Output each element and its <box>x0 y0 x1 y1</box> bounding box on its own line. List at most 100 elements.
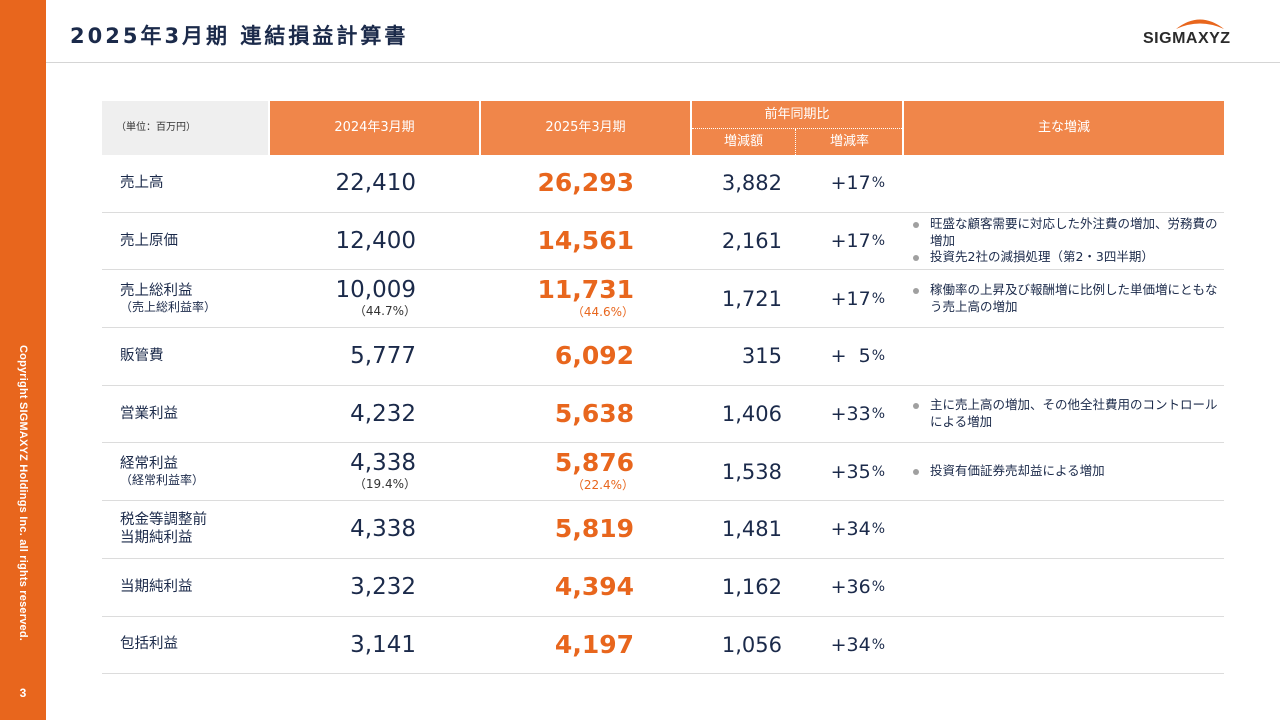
value-fy2024-amount: 4,338 <box>350 516 416 543</box>
value-fy2024: 5,777 <box>270 328 416 385</box>
value-fy2025-amount: 5,638 <box>554 398 634 428</box>
yoy-rate: +35% <box>802 443 885 500</box>
value-fy2024-amount: 22,410 <box>335 170 416 197</box>
table-row: 売上原価 12,400 14,561 2,161 +17% 旺盛な顧客需要に対応した外注費… <box>102 213 1224 271</box>
row-label-main: 売上総利益 <box>120 282 193 299</box>
value-fy2025: 26,293 <box>481 155 634 212</box>
value-fy2025-amount: 4,197 <box>554 629 634 659</box>
value-fy2025: 14,561 <box>481 213 634 270</box>
value-fy2025: 5,876 （22.4%） <box>481 443 634 500</box>
yoy-diff: 315 <box>741 344 782 369</box>
note-bullet: 旺盛な顧客需要に対応した外注費の増加、労務費の増加 <box>910 216 1224 250</box>
row-label-sub: （経常利益率） <box>120 473 205 488</box>
table-row: 経常利益 （経常利益率） 4,338 （19.4%） 5,876 （22.4%） 1,538… <box>102 443 1224 502</box>
value-fy2024-ratio: （19.4%） <box>353 477 416 492</box>
yoy-rate-value: +33 <box>830 403 871 426</box>
row-label-main: 売上原価 <box>120 232 178 249</box>
yoy-diff: 3,882 <box>721 171 782 196</box>
copyright-text: Copyright SIGMAXYZ Holdings Inc. all rig… <box>17 345 29 642</box>
yoy-diff: 1,538 <box>721 459 782 484</box>
value-fy2025-ratio: （44.6%） <box>571 305 634 320</box>
main-changes-notes <box>910 559 1224 616</box>
page-title: 2025年3月期 連結損益計算書 <box>70 24 409 48</box>
row-label-main: 税金等調整前 <box>120 511 207 528</box>
value-fy2025: 6,092 <box>481 328 634 385</box>
value-fy2025-ratio: （22.4%） <box>571 478 634 493</box>
header-yoy-label: 前年同期比 <box>764 107 830 122</box>
row-label: 売上原価 <box>120 213 178 270</box>
value-fy2024-amount: 4,232 <box>350 401 416 428</box>
logo-text: SIGMAXYZ <box>1143 30 1231 47</box>
value-fy2024: 3,232 <box>270 559 416 616</box>
row-label-main: 経常利益 <box>120 455 178 472</box>
yoy-rate-value: +17 <box>830 230 871 253</box>
note-bullet: 投資先2社の減損処理（第2・3四半期） <box>910 249 1224 266</box>
table-row: 売上総利益 （売上総利益率） 10,009 （44.7%） 11,731 （44.6%） 1… <box>102 270 1224 329</box>
yoy-rate: +17% <box>802 213 885 270</box>
row-label-main: 包括利益 <box>120 636 178 653</box>
main-changes-notes: 主に売上高の増加、その他全社費用のコントロールによる増加 <box>910 386 1224 443</box>
value-fy2024-amount: 3,141 <box>350 631 416 658</box>
value-fy2024: 4,232 <box>270 386 416 443</box>
header-yoy: 前年同期比 増減額 増減率 <box>692 101 902 155</box>
row-label: 売上高 <box>120 155 164 212</box>
note-bullet: 主に売上高の増加、その他全社費用のコントロールによる増加 <box>910 397 1224 431</box>
value-fy2025-amount: 6,092 <box>554 341 634 371</box>
value-fy2025: 5,638 <box>481 386 634 443</box>
value-fy2025-amount: 5,819 <box>554 514 634 544</box>
table-row: 包括利益 3,141 4,197 1,056 +34% <box>102 617 1224 675</box>
value-fy2025: 4,197 <box>481 617 634 674</box>
yoy-rate-percent-sign: % <box>871 175 885 192</box>
header-yoy-divider <box>692 128 902 129</box>
row-label-sub: （売上総利益率） <box>120 300 217 315</box>
yoy-rate: +17% <box>802 270 885 327</box>
value-fy2024-amount: 12,400 <box>335 227 416 254</box>
value-fy2025: 11,731 （44.6%） <box>481 270 634 327</box>
row-label: 販管費 <box>120 328 164 385</box>
main-changes-notes: 旺盛な顧客需要に対応した外注費の増加、労務費の増加 投資先2社の減損処理（第2・3… <box>910 213 1224 270</box>
table-body: 売上高 22,410 26,293 3,882 +17% 売上原価 12,400 14,561… <box>102 155 1224 675</box>
yoy-rate-percent-sign: % <box>871 348 885 365</box>
yoy-rate: +33% <box>802 386 885 443</box>
yoy-rate-percent-sign: % <box>871 406 885 423</box>
main-changes-notes <box>910 155 1224 212</box>
value-fy2025-amount: 26,293 <box>537 168 634 198</box>
value-fy2025: 4,394 <box>481 559 634 616</box>
value-fy2024-amount: 4,338 <box>350 450 416 477</box>
value-fy2025-amount: 11,731 <box>537 275 634 305</box>
row-label: 売上総利益 （売上総利益率） <box>120 270 216 327</box>
value-fy2025-amount: 4,394 <box>554 572 634 602</box>
row-label: 当期純利益 <box>120 559 193 616</box>
yoy-rate-value: + 5 <box>830 345 871 368</box>
company-logo: SIGMAXYZ <box>1143 16 1257 50</box>
table-row: 売上高 22,410 26,293 3,882 +17% <box>102 155 1224 213</box>
yoy-rate-percent-sign: % <box>871 579 885 596</box>
header-main-changes: 主な増減 <box>904 101 1224 155</box>
row-label: 経常利益 （経常利益率） <box>120 443 204 500</box>
main-changes-notes <box>910 617 1224 674</box>
row-label: 包括利益 <box>120 617 178 674</box>
yoy-rate-value: +35 <box>830 460 871 483</box>
yoy-diff: 1,162 <box>721 575 782 600</box>
row-label-main: 当期純利益 <box>120 578 193 595</box>
yoy-diff: 1,056 <box>721 632 782 657</box>
main-changes-notes: 投資有価証券売却益による増加 <box>910 443 1224 500</box>
yoy-rate-value: +36 <box>830 576 871 599</box>
row-label: 営業利益 <box>120 386 178 443</box>
yoy-rate-percent-sign: % <box>871 521 885 538</box>
yoy-rate: +36% <box>802 559 885 616</box>
value-fy2024: 4,338 <box>270 501 416 558</box>
table-row: 販管費 5,777 6,092 315 + 5% <box>102 328 1224 386</box>
value-fy2025-amount: 14,561 <box>537 225 634 255</box>
main-changes-notes <box>910 501 1224 558</box>
table-row: 営業利益 4,232 5,638 1,406 +33% 主に売上高の増加、その他全社費用の… <box>102 386 1224 444</box>
yoy-rate-percent-sign: % <box>871 233 885 250</box>
table-row: 税金等調整前 当期純利益 4,338 5,819 1,481 +34% <box>102 501 1224 559</box>
yoy-rate-value: +17 <box>830 172 871 195</box>
main-changes-notes: 稼働率の上昇及び報酬増に比例した単価増にともなう売上高の増加 <box>910 270 1224 327</box>
table-row: 当期純利益 3,232 4,394 1,162 +36% <box>102 559 1224 617</box>
yoy-rate: +34% <box>802 501 885 558</box>
value-fy2024-ratio: （44.7%） <box>353 304 416 319</box>
value-fy2024-amount: 10,009 <box>335 277 416 304</box>
yoy-rate-percent-sign: % <box>871 463 885 480</box>
